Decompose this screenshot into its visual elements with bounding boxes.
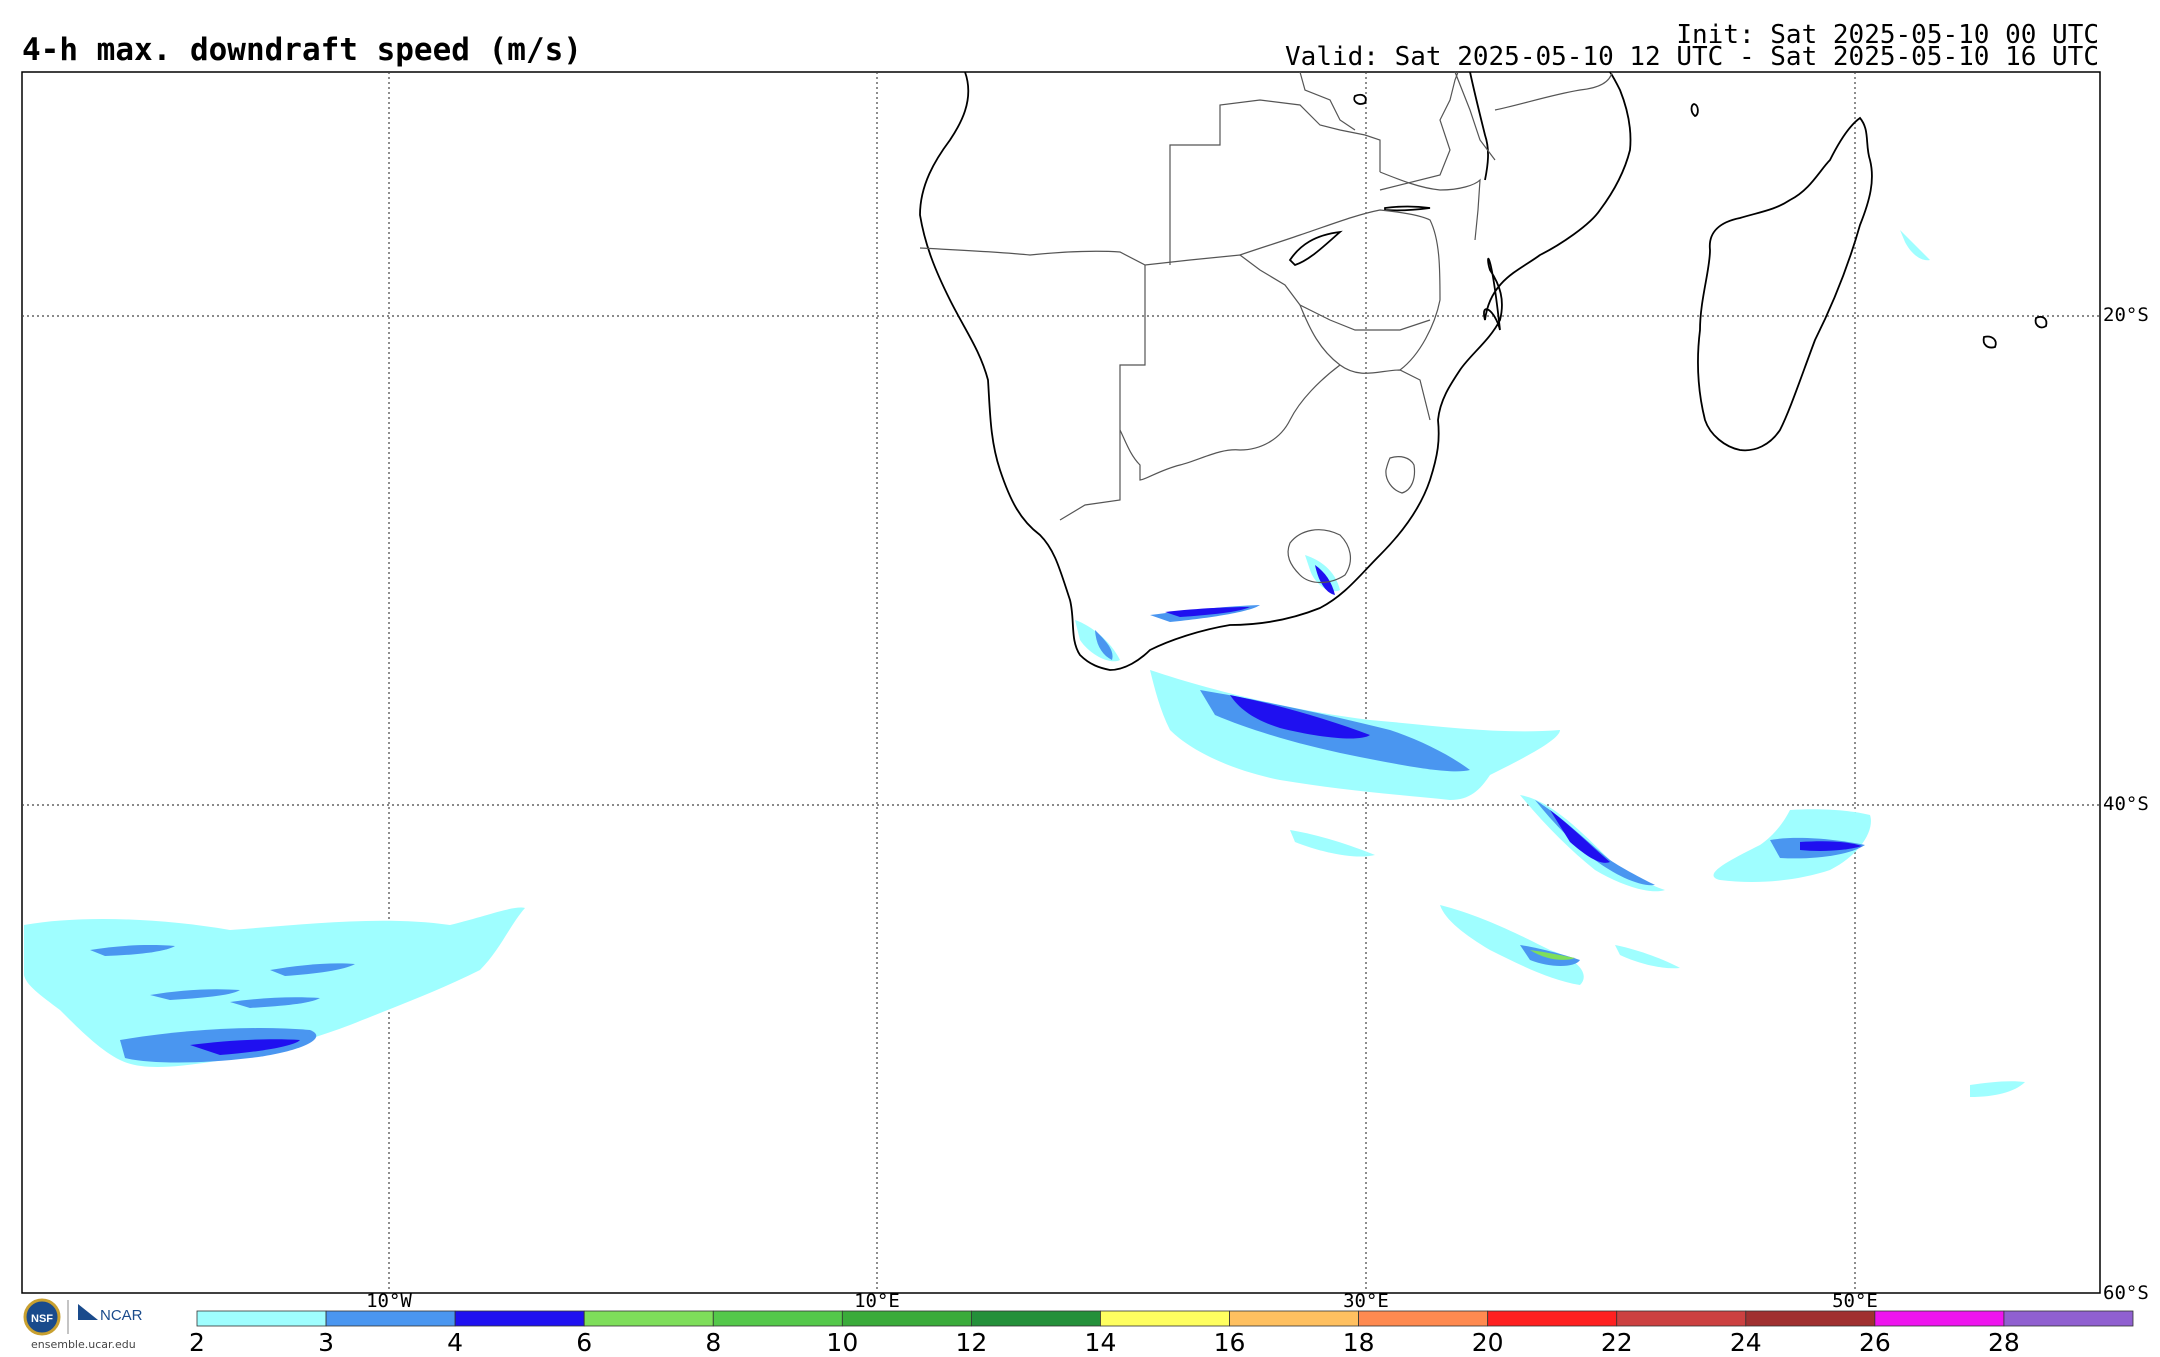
colorbar-swatch <box>325 1310 456 1327</box>
colorbar-tick-label: 10 <box>826 1328 859 1357</box>
colorbar-swatch <box>454 1310 585 1327</box>
colorbar-swatch <box>841 1310 972 1327</box>
site-url: ensemble.ucar.edu <box>31 1338 136 1351</box>
nsf-logo-icon <box>23 1298 61 1336</box>
colorbar-swatch <box>1100 1310 1230 1327</box>
init-time: Init: Sat 2025-05-10 00 UTC <box>1676 20 2099 50</box>
gridlines <box>22 72 2100 1293</box>
colorbar-tick-label: 24 <box>1729 1328 1762 1357</box>
coastlines <box>919 71 2048 671</box>
lat-label-60s: 60°S <box>2103 1282 2149 1304</box>
map-title: 4-h max. downdraft speed (m/s) <box>22 32 582 68</box>
colorbar-tick-label: 22 <box>1600 1328 1633 1357</box>
colorbar-swatch <box>2003 1310 2134 1327</box>
country-borders <box>919 71 1613 584</box>
colorbar-swatch <box>1874 1310 2005 1327</box>
colorbar-tick-label: 28 <box>1988 1328 2020 1357</box>
colorbar-swatch <box>1616 1310 1747 1327</box>
downdraft-atlantic <box>24 907 525 1067</box>
colorbar-swatch <box>1229 1310 1359 1327</box>
ncar-logo-icon <box>78 1304 98 1320</box>
lon-label-30e: 30°E <box>1343 1290 1389 1312</box>
colorbar-swatch <box>196 1310 327 1327</box>
lon-label-10w: 10°W <box>366 1290 412 1312</box>
lat-label-40s: 40°S <box>2103 793 2149 815</box>
colorbar-tick-label: 16 <box>1213 1328 1246 1357</box>
colorbar-tick-label: 6 <box>576 1328 593 1357</box>
colorbar <box>196 1310 2134 1327</box>
colorbar-swatch <box>583 1310 714 1327</box>
colorbar-tick-label: 18 <box>1342 1328 1375 1357</box>
colorbar-swatch <box>1745 1310 1876 1327</box>
colorbar-tick-label: 12 <box>955 1328 988 1357</box>
downdraft-south-africa <box>1075 230 2025 1097</box>
svg-text:NSF: NSF <box>31 1313 53 1325</box>
colorbar-tick-label: 26 <box>1858 1328 1891 1357</box>
colorbar-swatch <box>1358 1310 1489 1327</box>
colorbar-tick-label: 14 <box>1084 1328 1117 1357</box>
colorbar-tick-label: 3 <box>318 1328 335 1357</box>
valid-time: Valid: Sat 2025-05-10 12 UTC - Sat 2025-… <box>1285 42 2099 72</box>
map-frame <box>21 71 2101 1294</box>
nsf-ncar-logo: NSF NCAR <box>23 1298 143 1336</box>
colorbar-swatch <box>971 1310 1101 1327</box>
lon-label-10e: 10°E <box>854 1290 900 1312</box>
colorbar-swatch <box>712 1310 843 1327</box>
colorbar-swatch <box>1487 1310 1618 1327</box>
lat-label-20s: 20°S <box>2103 304 2149 326</box>
ncar-wordmark: NCAR <box>100 1307 143 1324</box>
colorbar-tick-label: 8 <box>705 1328 722 1357</box>
colorbar-tick-label: 2 <box>189 1328 205 1357</box>
colorbar-tick-label: 4 <box>447 1328 464 1357</box>
colorbar-tick-label: 20 <box>1471 1328 1504 1357</box>
lon-label-50e: 50°E <box>1832 1290 1878 1312</box>
